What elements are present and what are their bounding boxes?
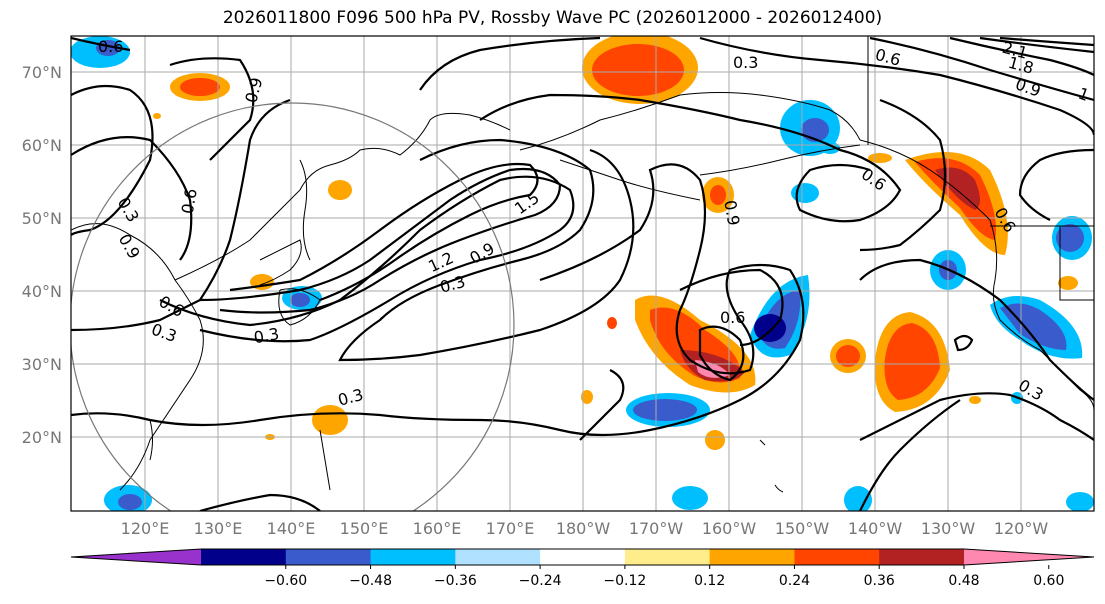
- latitude-axis: 70°N 60°N 50°N 40°N 30°N 20°N: [22, 63, 62, 447]
- lon-label: 130°E: [194, 519, 243, 538]
- shade-negative: [844, 486, 872, 511]
- longitude-axis: 120°E 130°E 140°E 150°E 160°E 170°E 180°…: [121, 519, 1049, 538]
- shade-negative: [290, 293, 310, 307]
- colorbar-segment: [794, 549, 880, 565]
- shade-negative: [1000, 303, 1067, 350]
- shade-positive: [884, 323, 940, 400]
- shade-negative: [672, 486, 708, 510]
- lon-label: 130°W: [921, 519, 976, 538]
- colorbar-tick-label: −0.36: [434, 573, 477, 589]
- shade-positive: [710, 185, 726, 205]
- shade-positive: [868, 153, 892, 163]
- coastlines: [71, 36, 1094, 493]
- shade-positive: [705, 430, 725, 450]
- colorbar-tick-label: 0.24: [779, 573, 810, 589]
- shade-negative: [1066, 492, 1094, 511]
- contour-label: 0.6: [98, 37, 123, 56]
- lon-label: 160°E: [413, 519, 462, 538]
- shade-negative: [1056, 224, 1084, 252]
- lat-label: 70°N: [22, 63, 62, 82]
- colorbar-segment: [201, 549, 287, 565]
- colorbar-segment: [455, 549, 541, 565]
- lon-label: 170°E: [486, 519, 535, 538]
- shade-positive: [1058, 276, 1078, 290]
- contour-label: 0.6: [178, 187, 201, 215]
- lon-label: 170°W: [629, 519, 684, 538]
- shade-positive: [581, 390, 593, 404]
- shade-positive: [915, 158, 996, 240]
- reference-circle: [71, 102, 515, 511]
- contour-label: 0.6: [720, 308, 745, 327]
- shade-positive: [312, 405, 348, 435]
- shade-positive: [592, 44, 684, 96]
- colorbar-tick-label: 0.60: [1033, 573, 1064, 589]
- shade-positive: [153, 113, 161, 119]
- shade-negative: [791, 183, 819, 203]
- colorbar: −0.60 −0.48 −0.36 −0.24 −0.12 0.12 0.24 0.36 0.4…: [70, 548, 1095, 589]
- lon-label: 160°W: [702, 519, 757, 538]
- shade-positive: [607, 317, 617, 329]
- lat-label: 50°N: [22, 209, 62, 228]
- colorbar-segment: [370, 549, 456, 565]
- contour-label: 0.9: [720, 199, 743, 227]
- shade-positive: [969, 396, 981, 404]
- shade-negative: [633, 399, 697, 421]
- map-title: 2026011800 F096 500 hPa PV, Rossby Wave …: [222, 8, 883, 28]
- colorbar-segment: [709, 549, 795, 565]
- colorbar-segment: [285, 549, 372, 565]
- contour-label: 0.3: [733, 53, 758, 72]
- map-frame: [70, 35, 1095, 512]
- shade-negative: [118, 494, 142, 510]
- colorbar-extension-high: [964, 549, 1094, 565]
- colorbar-tick-label: 0.36: [864, 573, 895, 589]
- shade-positive: [180, 78, 220, 96]
- colorbar-tick-label: 0.48: [948, 573, 979, 589]
- colorbar-segment: [879, 549, 965, 565]
- lon-label: 140°E: [267, 519, 316, 538]
- colorbar-tick-label: 0.12: [694, 573, 725, 589]
- lat-label: 40°N: [22, 282, 62, 301]
- colorbar-segment: [540, 549, 626, 565]
- lon-label: 140°W: [848, 519, 903, 538]
- lon-label: 150°E: [340, 519, 389, 538]
- lon-label: 120°W: [994, 519, 1049, 538]
- lat-label: 20°N: [22, 428, 62, 447]
- colorbar-tick-label: −0.60: [264, 573, 307, 589]
- lat-label: 60°N: [22, 136, 62, 155]
- colorbar-tick-label: −0.12: [603, 573, 646, 589]
- anomaly-shading: [71, 36, 1094, 511]
- lon-label: 180°W: [556, 519, 611, 538]
- colorbar-extension-low: [71, 549, 201, 565]
- contour-label: 0.3: [252, 324, 280, 347]
- colorbar-tick-label: −0.24: [519, 573, 562, 589]
- colorbar-segment: [624, 549, 711, 565]
- pv-contours: [71, 36, 1094, 511]
- colorbar-outline: [70, 548, 1095, 566]
- colorbar-tick-label: −0.48: [349, 573, 392, 589]
- lat-label: 30°N: [22, 355, 62, 374]
- shade-positive: [328, 180, 352, 200]
- lon-label: 120°E: [121, 519, 170, 538]
- shade-positive: [836, 345, 860, 367]
- lon-label: 150°W: [775, 519, 830, 538]
